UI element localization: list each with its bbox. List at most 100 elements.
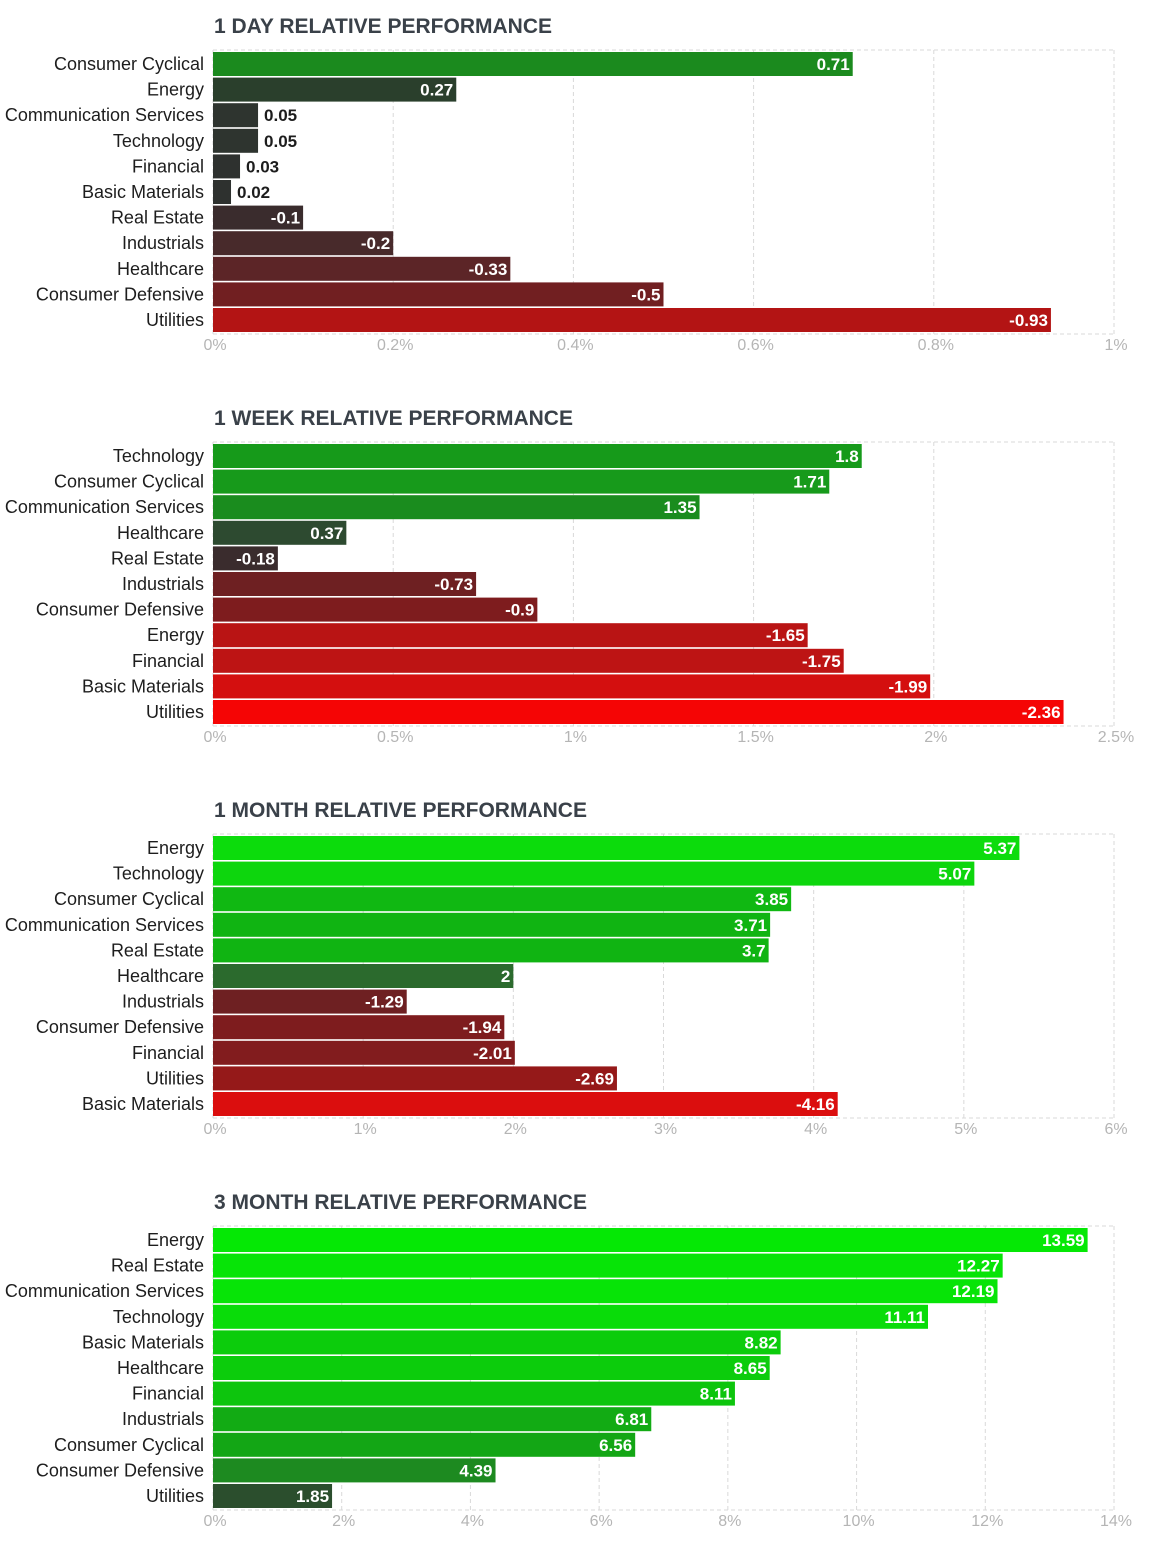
bar[interactable] <box>213 256 511 281</box>
category-label: Consumer Defensive <box>36 600 204 620</box>
value-label: 0.71 <box>817 55 850 74</box>
bar[interactable] <box>213 887 792 912</box>
x-tick-label: 2% <box>924 729 947 746</box>
bar[interactable] <box>213 205 304 230</box>
bar[interactable] <box>213 1279 998 1304</box>
category-label: Basic Materials <box>82 182 204 202</box>
bar[interactable] <box>213 912 771 937</box>
bar[interactable] <box>213 180 232 204</box>
category-label: Healthcare <box>117 1358 204 1378</box>
bar[interactable] <box>213 128 259 153</box>
value-label: 3.85 <box>755 890 788 909</box>
category-label: Real Estate <box>111 208 204 228</box>
value-label: 0.03 <box>246 157 279 176</box>
x-tick-label: 4% <box>461 1513 484 1530</box>
bar[interactable] <box>213 1458 496 1483</box>
category-label: Healthcare <box>117 259 204 279</box>
bar[interactable] <box>213 52 853 76</box>
value-label: 0.02 <box>237 183 270 202</box>
bar[interactable] <box>213 546 278 571</box>
bar[interactable] <box>213 1092 838 1116</box>
bar[interactable] <box>213 231 394 256</box>
bar[interactable] <box>213 1228 1088 1252</box>
chart-title: 1 DAY RELATIVE PERFORMANCE <box>214 15 552 38</box>
bar[interactable] <box>213 103 259 128</box>
category-label: Technology <box>113 131 204 151</box>
chart-3: 1 MONTH RELATIVE PERFORMANCE 0% 1% 2% 3% 4% 5%… <box>5 799 1128 1138</box>
bar[interactable] <box>213 308 1051 332</box>
bar[interactable] <box>213 495 700 520</box>
bar[interactable] <box>213 154 241 179</box>
x-tick-label: 0% <box>203 1513 226 1530</box>
bar[interactable] <box>213 648 844 673</box>
category-label: Utilities <box>146 1068 204 1088</box>
x-tick-label: 1% <box>1104 337 1127 354</box>
bar[interactable] <box>213 964 514 988</box>
bar[interactable] <box>213 1253 1003 1278</box>
category-label: Technology <box>113 864 204 884</box>
bar[interactable] <box>213 1304 929 1329</box>
chart-2: 1 WEEK RELATIVE PERFORMANCE 0% 0.5% 1% 1.5% 2… <box>5 407 1134 746</box>
value-label: 8.11 <box>700 1385 732 1404</box>
bar[interactable] <box>213 938 769 963</box>
value-label: -0.33 <box>469 260 508 279</box>
category-label: Technology <box>113 446 204 466</box>
category-label: Basic Materials <box>82 676 204 696</box>
bar[interactable] <box>213 1484 333 1508</box>
value-label: 2 <box>501 967 510 986</box>
bar[interactable] <box>213 623 808 648</box>
bar[interactable] <box>213 1407 652 1432</box>
x-tick-label: 6% <box>590 1513 613 1530</box>
category-label: Financial <box>132 651 204 671</box>
value-label: 0.05 <box>264 106 297 125</box>
category-label: Utilities <box>146 702 204 722</box>
value-label: 8.65 <box>734 1359 767 1378</box>
category-label: Industrials <box>122 992 204 1012</box>
category-label: Real Estate <box>111 1256 204 1276</box>
value-label: 0.37 <box>310 524 343 543</box>
bar[interactable] <box>213 282 664 307</box>
bar[interactable] <box>213 1432 636 1457</box>
value-label: -1.75 <box>802 652 841 671</box>
x-tick-label: 0.8% <box>918 337 954 354</box>
bar[interactable] <box>213 597 538 622</box>
bar[interactable] <box>213 520 347 545</box>
category-label: Industrials <box>122 1409 204 1429</box>
category-label: Real Estate <box>111 548 204 568</box>
bar[interactable] <box>213 861 975 886</box>
category-label: Communication Services <box>5 497 204 517</box>
bar[interactable] <box>213 1066 617 1091</box>
chart-title: 3 MONTH RELATIVE PERFORMANCE <box>214 1191 587 1214</box>
bar[interactable] <box>213 836 1020 860</box>
bar[interactable] <box>213 77 457 102</box>
bar[interactable] <box>213 674 931 699</box>
x-tick-label: 3% <box>654 1121 677 1138</box>
bar[interactable] <box>213 1330 781 1355</box>
x-tick-label: 2% <box>332 1513 355 1530</box>
value-label: 1.8 <box>835 447 859 466</box>
category-label: Consumer Cyclical <box>54 54 204 74</box>
x-tick-label: 8% <box>718 1513 741 1530</box>
bar[interactable] <box>213 989 407 1014</box>
bar[interactable] <box>213 700 1064 724</box>
bar[interactable] <box>213 572 477 596</box>
value-label: 1.85 <box>296 1487 329 1506</box>
value-label: -4.16 <box>796 1095 835 1114</box>
value-label: 6.81 <box>615 1410 648 1429</box>
bar[interactable] <box>213 1381 735 1406</box>
bar[interactable] <box>213 1040 515 1065</box>
value-label: 12.19 <box>952 1282 995 1301</box>
bar[interactable] <box>213 1015 505 1040</box>
category-label: Consumer Defensive <box>36 1017 204 1037</box>
category-label: Real Estate <box>111 940 204 960</box>
category-label: Energy <box>147 838 204 858</box>
category-label: Utilities <box>146 310 204 330</box>
bar[interactable] <box>213 469 830 494</box>
bar[interactable] <box>213 444 862 468</box>
category-label: Communication Services <box>5 105 204 125</box>
bar[interactable] <box>213 1356 770 1380</box>
value-label: 5.07 <box>938 865 971 884</box>
category-label: Utilities <box>146 1486 204 1506</box>
x-tick-label: 0.4% <box>557 337 593 354</box>
